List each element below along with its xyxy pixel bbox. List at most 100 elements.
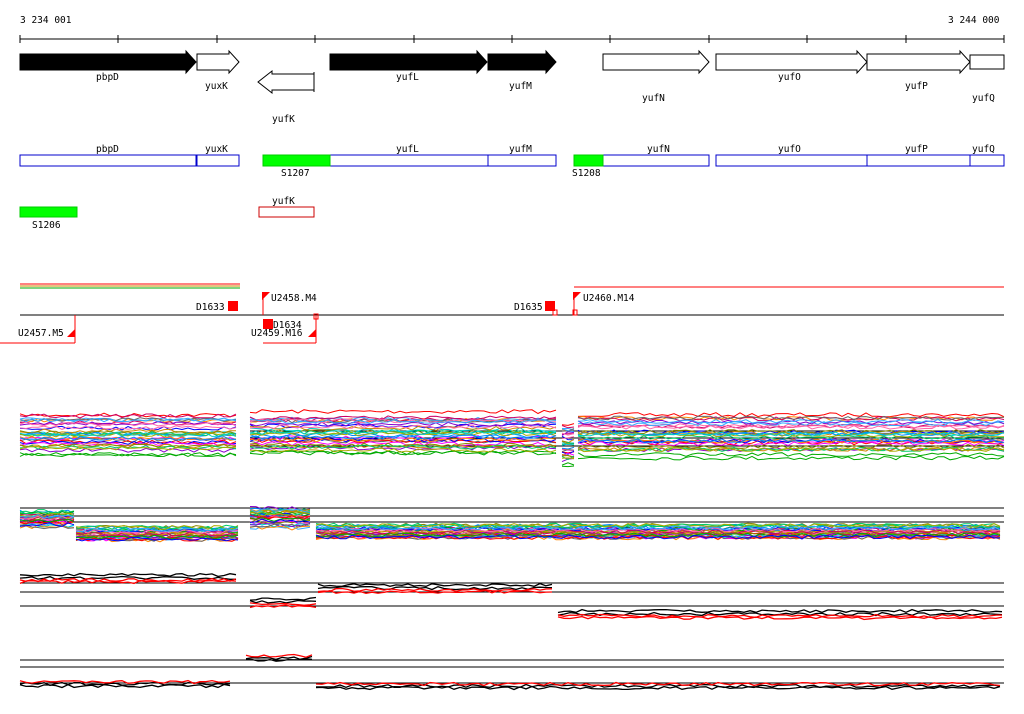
- gene-yufK[interactable]: yufK: [257, 69, 315, 125]
- gene-yufO[interactable]: yufO: [715, 49, 868, 83]
- feature-U2460.M14[interactable]: U2460.M14: [572, 292, 635, 316]
- expression-traces: [19, 506, 1001, 543]
- feature-label: D1633: [196, 302, 225, 313]
- region-S1208[interactable]: S1208: [572, 154, 604, 179]
- feature-label: U2458.M4: [271, 293, 317, 304]
- annotation-yufM[interactable]: yufM: [487, 144, 557, 167]
- expression-trace: [19, 450, 1005, 468]
- expression-trace: [19, 514, 1001, 535]
- expression-trace: [19, 423, 1005, 440]
- feature-D1633[interactable]: D1633: [196, 301, 238, 313]
- expression-panel-3: [19, 572, 1004, 621]
- expression-trace: [19, 445, 1005, 460]
- ruler-end-label: 3 244 000: [948, 15, 1000, 26]
- gene-yuxK[interactable]: yuxK: [196, 49, 240, 92]
- annotation-yufL[interactable]: yufL: [329, 144, 489, 167]
- gene-label: yufL: [396, 72, 419, 83]
- expression-trace: [19, 524, 1001, 543]
- feature-U2457.M5[interactable]: U2457.M5: [18, 328, 75, 339]
- gene-track: pbpD yuxK yufK yufL yufM yufN yufO: [19, 49, 1005, 125]
- ruler-start-label: 3 234 001: [20, 15, 72, 26]
- expression-trace: [19, 444, 1005, 461]
- ruler-ticks: [19, 35, 1005, 43]
- region-S1207[interactable]: S1207: [262, 154, 331, 179]
- expression-trace: [19, 653, 1001, 687]
- minus-strand-box-yufK[interactable]: yufK: [258, 196, 315, 218]
- gene-label: yuxK: [205, 81, 228, 92]
- expression-trace: [19, 572, 1003, 614]
- expression-trace: [19, 431, 1004, 446]
- feature-label: D1634: [273, 320, 302, 331]
- annotation-label: yuxK: [205, 144, 228, 155]
- annotation-yufO[interactable]: yufO: [715, 144, 868, 167]
- expression-trace: [19, 511, 1001, 532]
- feature-label: U2459.M16: [251, 328, 303, 339]
- expression-panel-2: [19, 506, 1004, 543]
- annotation-yufQ[interactable]: yufQ: [969, 144, 1005, 167]
- feature-U2459.M16[interactable]: U2459.M16: [251, 313, 319, 339]
- expression-trace: [19, 425, 1005, 444]
- expression-trace: [19, 508, 1001, 533]
- feature-U2458.M4[interactable]: U2458.M4: [262, 292, 317, 304]
- annotation-yuxK[interactable]: yuxK: [196, 144, 240, 167]
- annotation-label: yufO: [778, 144, 801, 155]
- expression-traces: [19, 572, 1003, 621]
- annotation-yufN[interactable]: yufN: [602, 144, 710, 167]
- region-label: S1208: [572, 168, 601, 179]
- expression-trace: [19, 449, 1005, 466]
- gene-yufQ[interactable]: yufQ: [969, 54, 1005, 104]
- feature-label: U2460.M14: [583, 293, 635, 304]
- annotation-label: pbpD: [96, 144, 119, 155]
- expression-trace: [19, 517, 1001, 540]
- annotation-yufP[interactable]: yufP: [866, 144, 971, 167]
- gene-yufM[interactable]: yufM: [487, 49, 557, 92]
- feature-label: U2457.M5: [18, 328, 64, 339]
- expression-trace: [19, 423, 1005, 441]
- expression-trace: [19, 445, 1005, 463]
- expression-trace: [19, 419, 1005, 436]
- region-S1206[interactable]: S1206: [19, 206, 78, 231]
- expression-trace: [19, 578, 1002, 619]
- expression-trace: [19, 438, 1005, 454]
- gene-label: pbpD: [96, 72, 119, 83]
- expression-trace: [19, 518, 1001, 542]
- expression-trace: [19, 579, 1003, 621]
- expression-trace: [19, 417, 1005, 433]
- gene-label: yufP: [905, 81, 928, 92]
- expression-trace: [19, 522, 1001, 541]
- expression-trace: [19, 409, 1005, 426]
- annotation-label: yufQ: [972, 144, 995, 155]
- region-label: S1206: [32, 220, 61, 231]
- gene-yufN[interactable]: yufN: [602, 49, 710, 104]
- expression-trace: [19, 434, 1005, 450]
- gene-label: yufO: [778, 72, 801, 83]
- region-label: S1207: [281, 168, 310, 179]
- feature-D1634[interactable]: D1634: [263, 319, 302, 331]
- expression-trace: [19, 413, 1005, 429]
- expression-trace: [19, 512, 1001, 530]
- feature-label: D1635: [514, 302, 543, 313]
- minus-box-label: yufK: [272, 196, 295, 207]
- expression-trace: [19, 435, 1005, 450]
- expression-trace: [19, 575, 1003, 617]
- gene-label: yufN: [642, 93, 665, 104]
- gene-yufL[interactable]: yufL: [329, 49, 488, 83]
- gene-pbpD[interactable]: pbpD: [19, 49, 197, 83]
- annotation-label: yufN: [647, 144, 670, 155]
- feature-track: D1633 U2458.M4 D1635 U2460.M14 U2457.M5 …: [0, 283, 1004, 344]
- gene-label: yufQ: [972, 93, 995, 104]
- feature-D1635[interactable]: D1635: [514, 301, 558, 316]
- expression-trace: [19, 513, 1001, 537]
- annotation-track: pbpD yuxK yufL yufM yufN yufO yufP yufQ: [19, 144, 1005, 231]
- gene-label: yufM: [509, 81, 532, 92]
- expression-trace: [19, 508, 1001, 530]
- expression-panel-4: [19, 653, 1004, 691]
- gene-yufP[interactable]: yufP: [866, 49, 971, 92]
- expression-traces: [19, 409, 1005, 468]
- annotation-label: yufL: [396, 144, 419, 155]
- ruler: 3 234 001 3 244 000: [19, 15, 1005, 43]
- expression-trace: [19, 431, 1005, 446]
- expression-traces: [19, 653, 1001, 691]
- annotation-pbpD[interactable]: pbpD: [19, 144, 197, 167]
